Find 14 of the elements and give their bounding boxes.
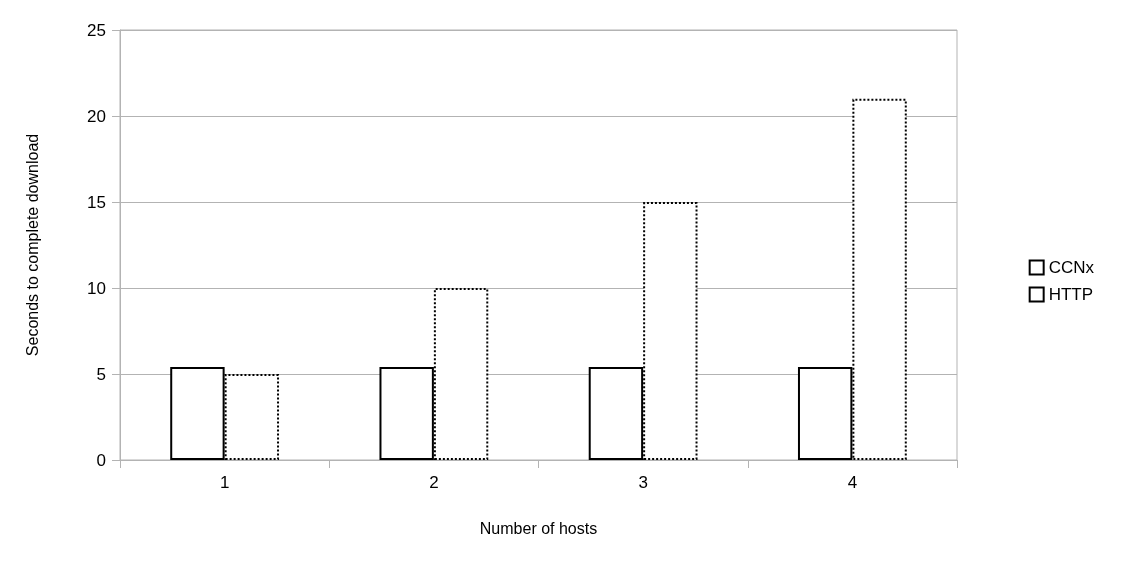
- x-axis-title: Number of hosts: [479, 519, 598, 537]
- y-tick-label: 20: [87, 106, 106, 126]
- x-tick-label: 1: [219, 473, 230, 492]
- legend-label: HTTP: [1048, 285, 1094, 304]
- legend-label: CCNx: [1048, 258, 1095, 277]
- x-tick-label: 3: [638, 473, 648, 492]
- x-tick-label: 4: [847, 473, 858, 492]
- x-tick-label: 2: [429, 473, 439, 492]
- y-axis-title: Seconds to complete download: [23, 133, 41, 357]
- y-tick-label: 0: [96, 450, 106, 470]
- y-tick-label: 25: [87, 20, 106, 40]
- y-tick-label: 5: [96, 364, 106, 384]
- y-tick-label: 10: [87, 278, 106, 298]
- y-tick-label: 15: [87, 192, 106, 212]
